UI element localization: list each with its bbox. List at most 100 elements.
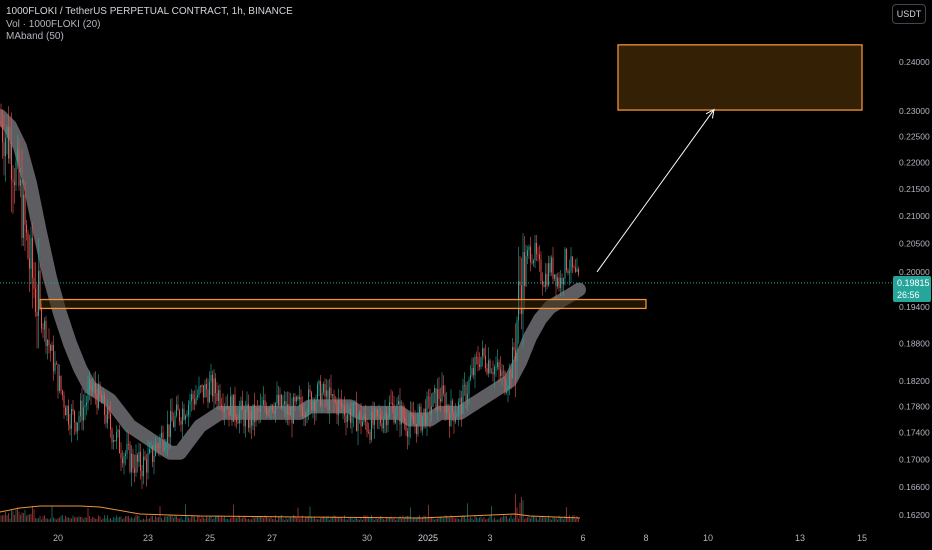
volume-bar [65,515,66,522]
volume-bar [518,518,519,522]
volume-bar [125,516,126,522]
volume-bar [386,516,387,522]
candle-body [87,388,89,403]
candle-body [315,400,317,412]
candle-body [252,404,254,426]
volume-bar [170,515,171,522]
volume-bar [345,519,347,522]
candle-body [356,402,357,432]
volume-bar [45,518,47,522]
volume-bar [171,515,173,522]
candle-body [116,431,117,441]
candle-body [507,387,509,392]
volume-bar [435,518,437,522]
candle-body [447,404,449,413]
candle-body [111,429,113,443]
candle-body [465,384,467,402]
volume-bar [276,519,278,522]
candle-body [350,408,351,423]
volume-bar [96,518,98,522]
volume-bar [81,516,83,522]
volume-bar [393,517,395,522]
candle-body [210,374,212,382]
volume-bar [338,516,339,522]
candle-body [567,270,569,273]
volume-bar [353,519,354,522]
candle-body [108,407,110,414]
candle-body [158,446,159,448]
volume-bar [569,515,570,522]
candle-body [239,410,240,424]
volume-bar [254,517,255,522]
candle-body [384,412,386,420]
volume-bar [201,515,203,522]
volume-bar [321,517,323,522]
candle-body [50,345,51,351]
candle-body [200,386,201,388]
volume-bar [473,519,474,522]
candle-body [317,384,318,401]
symbol-title[interactable]: 1000FLOKI / TetherUS PERPETUAL CONTRACT,… [6,6,293,17]
candle-body [482,348,483,357]
volume-bar [209,516,210,522]
volume-bar [521,496,522,522]
candle-body [333,394,335,401]
volume-bar [90,518,92,522]
volume-bar [467,503,468,522]
volume-bar [126,516,128,522]
candle-body [75,422,77,432]
volume-bar [363,515,365,522]
volume-bar [42,516,44,522]
candle-body [290,406,291,416]
chart-legend: 1000FLOKI / TetherUS PERPETUAL CONTRACT,… [6,6,293,44]
candle-body [284,401,285,405]
candle-body [506,391,507,393]
candle-body [282,404,284,408]
candle-body [401,405,402,425]
candle-body [566,248,567,271]
candle-body [347,414,348,422]
volume-bar [392,518,393,522]
candle-body [372,411,374,425]
candle-body [117,430,119,432]
candle-body [197,395,198,398]
volume-bar [510,515,512,522]
volume-bar [413,517,414,522]
candle-body [26,224,27,233]
candle-body [339,399,341,402]
candle-body [407,431,408,437]
volume-bar [83,519,84,522]
volume-indicator-label[interactable]: Vol · 1000FLOKI (20) [6,18,101,30]
candle-body [396,404,398,417]
candle-body [276,394,278,404]
candle-body [437,389,438,410]
candle-body [504,371,506,393]
candle-body [560,277,561,288]
time-tick-label: 10 [703,533,713,543]
candle-body [404,418,405,421]
volume-bar [92,516,93,522]
currency-button[interactable]: USDT [892,4,926,24]
maband-indicator-label[interactable]: MAband (50) [6,31,64,42]
candle-body [512,347,513,379]
time-tick-label: 8 [643,533,648,543]
volume-bar [312,518,314,522]
candle-body [230,396,231,416]
candle-body [212,374,213,397]
candle-body [281,394,282,408]
volume-bar [279,516,281,522]
candle-body [416,423,417,435]
candle-body [459,397,461,403]
candle-body [32,237,33,278]
volume-bar [362,519,363,522]
volume-bar [530,518,531,522]
candle-body [62,390,63,396]
volume-bar [248,518,249,522]
candle-body [177,404,179,411]
candle-body [320,380,321,407]
candle-body [318,380,320,385]
candle-body [204,384,206,398]
volume-bar [531,515,533,522]
candle-body [101,394,102,404]
